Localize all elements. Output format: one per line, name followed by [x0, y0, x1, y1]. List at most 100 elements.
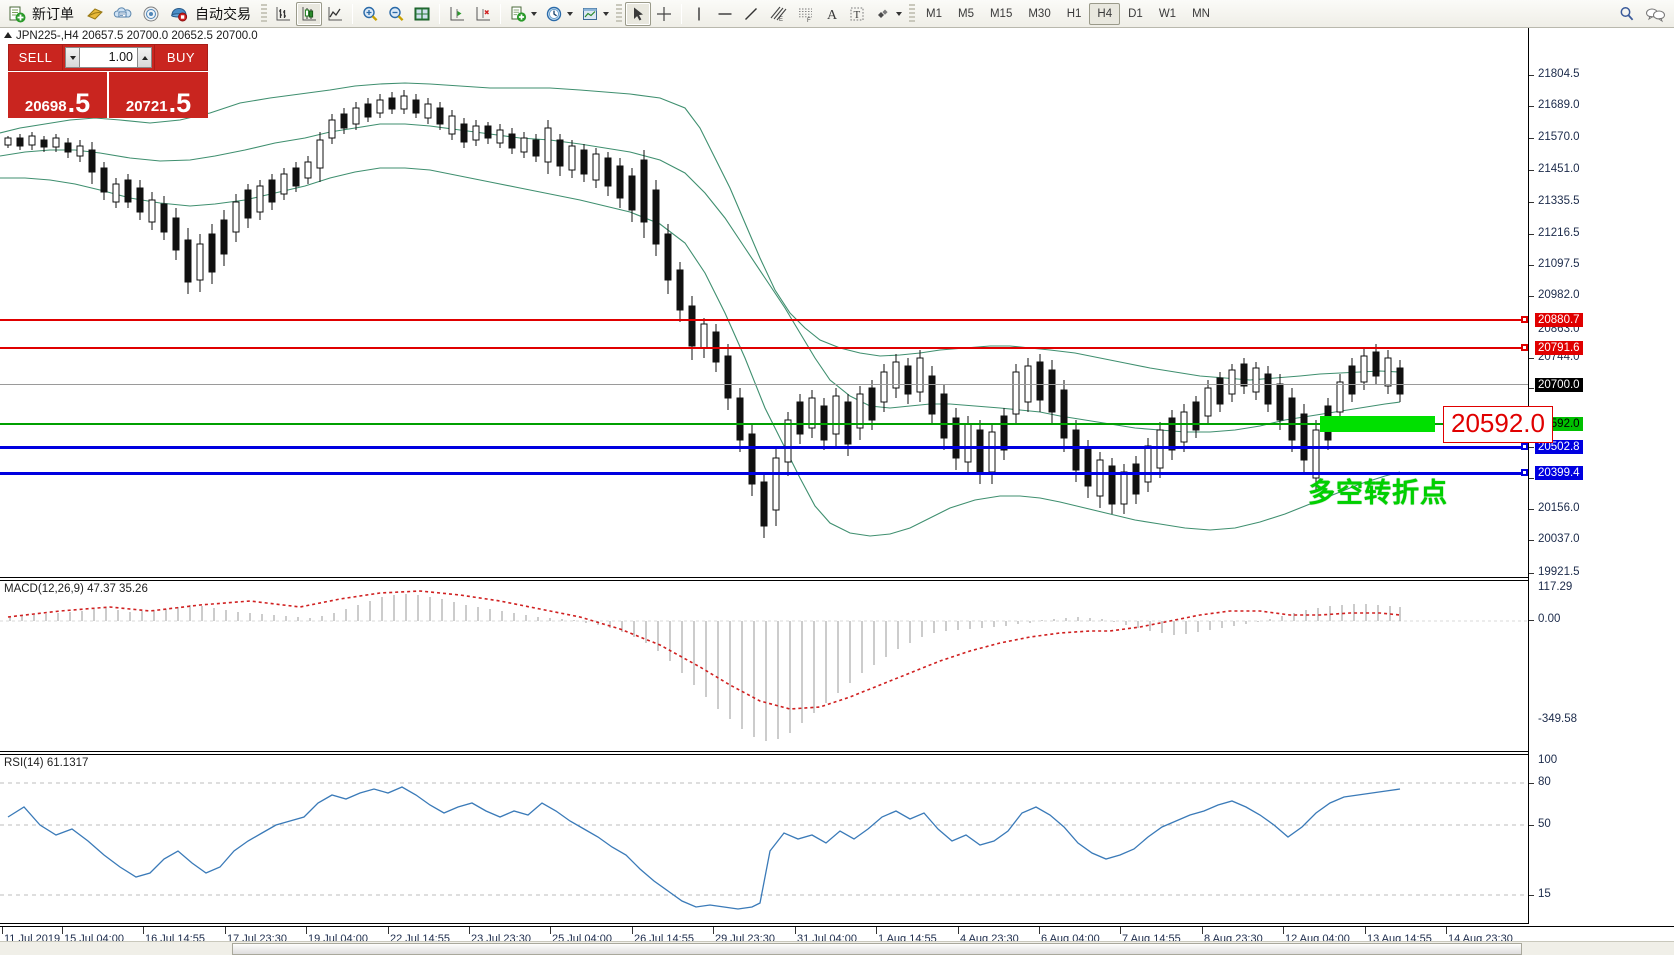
- timeframe-m1[interactable]: M1: [926, 7, 942, 20]
- chevron-down-icon[interactable]: [531, 11, 537, 16]
- equidistant-channel-button[interactable]: E: [764, 2, 792, 26]
- toolbar-grip-tools[interactable]: [616, 3, 622, 24]
- main-toolbar: 新订单: [0, 0, 1674, 28]
- line-chart-button[interactable]: [322, 2, 348, 26]
- rsi-label: RSI(14) 61.1317: [4, 757, 89, 769]
- shift-end-button[interactable]: [444, 2, 470, 26]
- new-order-button[interactable]: 新订单: [4, 2, 81, 26]
- axis-label: 21570.0: [1538, 131, 1580, 143]
- sell-price[interactable]: 20698 .5: [8, 72, 107, 118]
- timeframe-h4[interactable]: H4: [1089, 2, 1121, 25]
- data-window-button[interactable]: [109, 2, 137, 26]
- chevron-down-icon[interactable]: [896, 11, 902, 16]
- macd-pane[interactable]: MACD(12,26,9) 47.37 35.26: [0, 580, 1528, 752]
- auto-scroll-button[interactable]: [470, 2, 496, 26]
- crosshair-button[interactable]: [651, 2, 677, 26]
- timeframe-h1[interactable]: H1: [1066, 7, 1082, 20]
- hline-button[interactable]: [712, 2, 738, 26]
- timeframe-w1[interactable]: W1: [1158, 7, 1177, 20]
- cursor-button[interactable]: [625, 1, 651, 26]
- data-window-icon: [113, 6, 132, 17]
- support-tag-2[interactable]: 20399.4: [1535, 466, 1583, 480]
- tile-windows-button[interactable]: [409, 2, 435, 26]
- timeframe-mn[interactable]: MN: [1192, 7, 1210, 20]
- trade-panel-top-row: SELL 1.00 BUY: [8, 44, 208, 71]
- timeframe-d1[interactable]: D1: [1128, 7, 1143, 20]
- network-button[interactable]: [137, 2, 165, 26]
- resistance-tag-1[interactable]: 20791.6: [1535, 341, 1583, 355]
- time-tick: [388, 927, 389, 934]
- one-click-trading-panel[interactable]: SELL 1.00 BUY 20698 .5: [8, 44, 208, 118]
- chevron-down-icon[interactable]: [603, 11, 609, 16]
- price-series: [0, 82, 1404, 538]
- zoom-in-button[interactable]: [357, 2, 383, 26]
- support-line-2[interactable]: [0, 472, 1528, 475]
- chevron-down-icon[interactable]: [567, 11, 573, 16]
- macd-axis-label: 117.29: [1538, 581, 1573, 593]
- trendline-button[interactable]: [738, 2, 764, 26]
- scrollbar-thumb[interactable]: [232, 943, 1522, 955]
- turning-point-zone[interactable]: [1320, 416, 1435, 432]
- toolbar-separator-3: [500, 3, 501, 24]
- time-tick: [62, 927, 63, 934]
- axis-tick: [1529, 138, 1534, 139]
- timeframe-m15[interactable]: M15: [989, 7, 1013, 20]
- svg-text:A: A: [827, 8, 838, 23]
- sell-button[interactable]: SELL: [8, 44, 63, 71]
- buy-button[interactable]: BUY: [154, 44, 208, 71]
- time-tick: [1039, 927, 1040, 934]
- volume-decrease-button[interactable]: [65, 47, 80, 68]
- resistance-tag-2[interactable]: 20880.7: [1535, 313, 1583, 327]
- candlesticks: [4, 90, 1404, 538]
- text-button[interactable]: A: [820, 2, 844, 26]
- period-button[interactable]: [541, 2, 577, 26]
- autotrade-button[interactable]: 自动交易: [165, 2, 258, 26]
- new-chart-button[interactable]: [505, 2, 541, 26]
- resistance-anchor-1[interactable]: [1521, 344, 1528, 351]
- chevron-down-icon: [69, 55, 76, 60]
- metaeditor-button[interactable]: [81, 2, 109, 26]
- timeframe-m30[interactable]: M30: [1028, 7, 1051, 20]
- toolbar-grip-charts[interactable]: [261, 3, 267, 24]
- sell-price-integer: 20698: [24, 98, 67, 115]
- price-axis[interactable]: 21804.5 21689.0 21570.0 21451.0 21335.5 …: [1528, 28, 1674, 924]
- pivot-line[interactable]: [0, 423, 1528, 425]
- candlestick-chart-button[interactable]: [296, 1, 322, 26]
- rsi-axis-label: 15: [1538, 888, 1551, 900]
- chat-icon: [1646, 8, 1665, 22]
- price-pane[interactable]: JPN225-,H4 20657.5 20700.0 20652.5 20700…: [0, 28, 1553, 578]
- support-line-1[interactable]: [0, 446, 1528, 449]
- text-icon: A: [827, 8, 838, 23]
- search-button[interactable]: [1614, 2, 1640, 26]
- resistance-anchor-2[interactable]: [1521, 316, 1528, 323]
- zoom-out-button[interactable]: [383, 2, 409, 26]
- rsi-pane[interactable]: RSI(14) 61.1317: [0, 754, 1528, 924]
- pivot-price-annotation[interactable]: 20592.0: [1443, 406, 1553, 443]
- macd-series: [0, 590, 1528, 741]
- axis-tick: [1529, 540, 1534, 541]
- fibonacci-button[interactable]: F: [792, 2, 820, 26]
- time-tick: [795, 927, 796, 934]
- bar-chart-button[interactable]: [270, 2, 296, 26]
- resistance-line-1[interactable]: [0, 347, 1528, 349]
- timeframe-m5[interactable]: M5: [957, 7, 974, 20]
- horizontal-scrollbar[interactable]: [0, 941, 1674, 955]
- volume-increase-button[interactable]: [137, 47, 152, 68]
- toolbar-separator: [352, 3, 353, 24]
- resistance-line-2[interactable]: [0, 319, 1528, 321]
- indicators-button[interactable]: [577, 2, 613, 26]
- support-anchor-2[interactable]: [1521, 469, 1528, 476]
- macd-axis-label: -349.58: [1538, 713, 1578, 725]
- volume-control[interactable]: 1.00: [63, 44, 154, 71]
- toolbar-grip-timeframes[interactable]: [909, 3, 915, 24]
- objects-button[interactable]: [870, 2, 906, 26]
- volume-input[interactable]: 1.00: [80, 47, 137, 68]
- text-label-button[interactable]: T: [844, 2, 870, 26]
- buy-price[interactable]: 20721 .5: [109, 72, 208, 118]
- support-tag-1[interactable]: 20502.8: [1535, 440, 1583, 454]
- support-anchor-1[interactable]: [1521, 443, 1528, 450]
- axis-tick: [1529, 783, 1534, 784]
- chat-button[interactable]: [1640, 2, 1670, 26]
- vline-button[interactable]: [686, 2, 712, 26]
- crosshair-icon: [657, 6, 671, 21]
